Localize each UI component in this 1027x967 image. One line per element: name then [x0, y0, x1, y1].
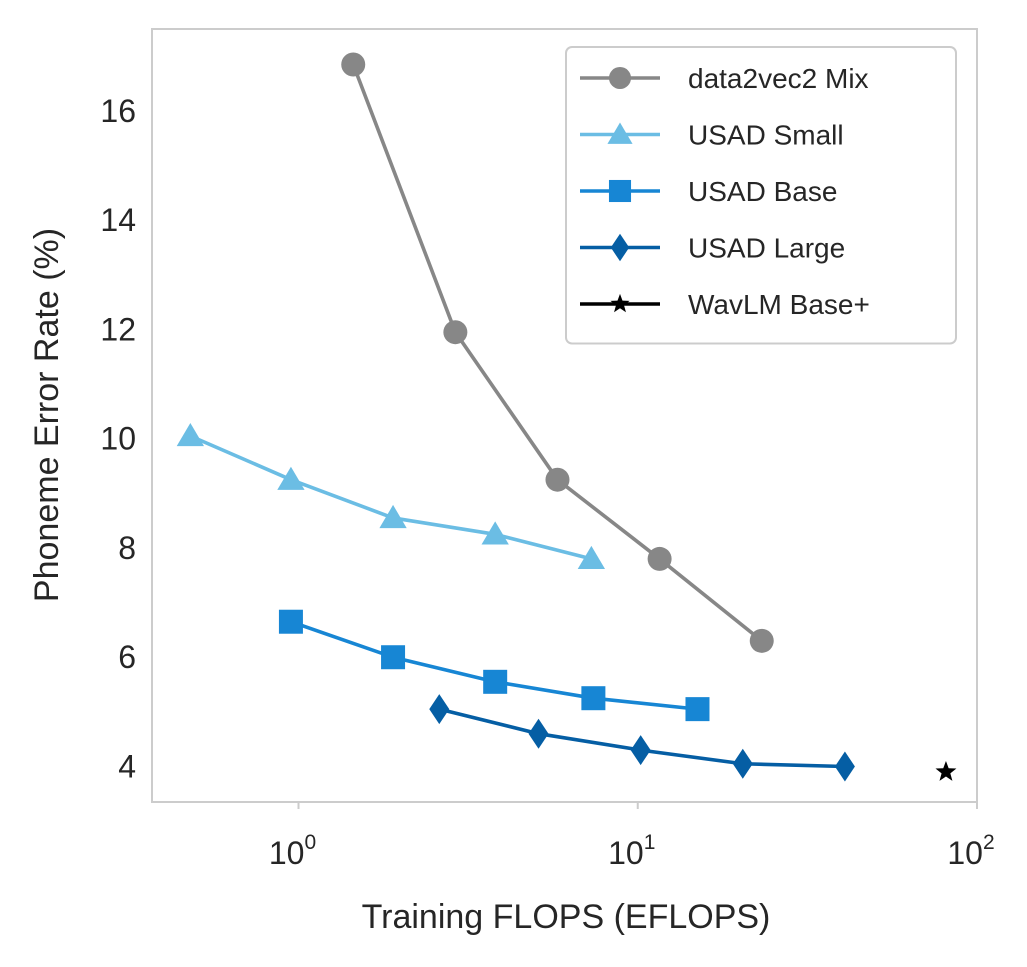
data-point-square	[278, 609, 303, 634]
data-point-diamond	[429, 694, 450, 725]
x-tick-base: 10	[269, 835, 305, 871]
y-tick-label: 8	[118, 530, 136, 566]
y-tick-label: 14	[100, 202, 136, 238]
series-data2vec2-mix	[341, 52, 774, 653]
data-point-triangle	[481, 521, 509, 545]
data-point-circle	[443, 320, 468, 345]
data-point-circle	[341, 52, 366, 77]
data-point-circle	[749, 628, 774, 653]
data-point-diamond	[834, 751, 855, 782]
data-point-circle	[545, 467, 570, 492]
series-wavlm-base-	[935, 760, 957, 781]
series-layer	[176, 52, 957, 782]
x-tick-exponent: 0	[304, 831, 316, 854]
x-tick-base: 10	[947, 835, 983, 871]
data-point-diamond	[732, 748, 753, 779]
legend-label: WavLM Base+	[688, 289, 870, 320]
data-point-triangle	[379, 504, 407, 529]
data-point-triangle	[176, 422, 204, 447]
data-point-triangle	[577, 545, 606, 570]
y-tick-label: 10	[100, 421, 136, 457]
x-tick-label: 100	[269, 831, 316, 871]
x-axis-title: Training FLOPS (EFLOPS)	[362, 898, 771, 936]
legend-label: USAD Base	[688, 176, 837, 207]
legend-item: USAD Large	[580, 233, 845, 264]
x-tick-label: 102	[947, 831, 994, 871]
legend-marker-star	[610, 293, 630, 313]
legend-item: data2vec2 Mix	[580, 63, 869, 94]
y-tick-label: 6	[118, 639, 136, 675]
x-tick-exponent: 2	[983, 831, 995, 854]
data-point-square	[581, 686, 606, 711]
y-axis-title: Phoneme Error Rate (%)	[28, 228, 66, 602]
series-usad-small	[176, 422, 606, 570]
y-tick-label: 12	[100, 311, 136, 347]
legend-item: WavLM Base+	[580, 289, 870, 320]
legend-label: USAD Large	[688, 233, 845, 264]
legend-marker-circle	[608, 66, 632, 90]
legend-item: USAD Base	[580, 176, 837, 207]
x-tick-base: 10	[608, 835, 644, 871]
series-usad-large	[429, 694, 855, 782]
legend-item: USAD Small	[580, 120, 844, 151]
y-tick-label: 4	[118, 748, 136, 784]
legend-label: data2vec2 Mix	[688, 63, 869, 94]
legend-marker-diamond	[610, 233, 630, 262]
y-axis-ticks: 4 6 8 10 12 14 16	[100, 93, 136, 785]
data-point-triangle	[277, 466, 305, 490]
y-tick-label: 16	[100, 93, 136, 129]
data-point-square	[483, 669, 508, 694]
data-point-square	[381, 645, 406, 670]
x-tick-exponent: 1	[644, 831, 656, 854]
data-point-diamond	[630, 735, 651, 766]
x-tick-label: 101	[608, 831, 655, 871]
series-usad-base	[278, 609, 710, 722]
legend-box	[565, 46, 957, 345]
legend-marker-triangle	[607, 122, 633, 144]
legend-label: USAD Small	[688, 120, 844, 151]
legend: data2vec2 Mix USAD Small USAD Base USAD Lar…	[565, 46, 957, 345]
data-point-star	[935, 760, 957, 781]
data-point-diamond	[528, 718, 549, 749]
legend-marker-square	[608, 179, 632, 203]
data-point-square	[685, 697, 710, 722]
x-axis-ticks: 100 101 102	[269, 802, 995, 871]
data-point-circle	[647, 546, 672, 571]
